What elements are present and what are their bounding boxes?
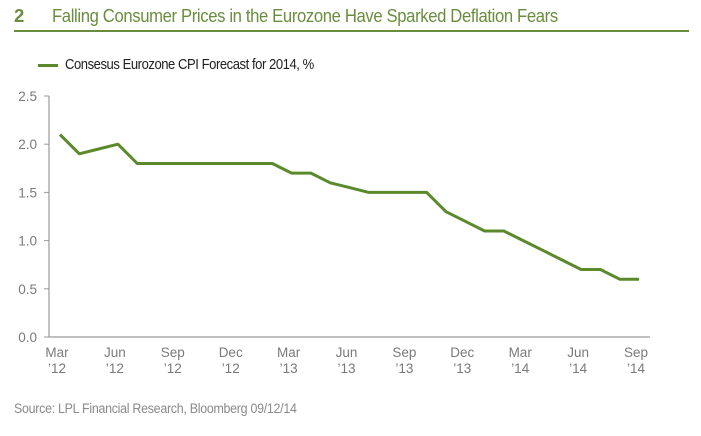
x-tick-label-year: ’13 <box>280 361 298 376</box>
x-tick-label-year: ’12 <box>48 361 66 376</box>
y-tick-label: 0.0 <box>18 330 37 345</box>
y-tick-label: 1.5 <box>18 185 37 200</box>
y-tick-label: 1.0 <box>18 234 37 249</box>
title-divider <box>14 30 689 32</box>
x-tick-label-month: Mar <box>277 345 301 360</box>
figure-number: 2 <box>14 5 24 26</box>
x-tick-label-month: Jun <box>567 345 589 360</box>
figure-title: Falling Consumer Prices in the Eurozone … <box>52 5 558 26</box>
x-tick-label-month: Mar <box>509 345 533 360</box>
x-tick-label-year: ’12 <box>222 361 240 376</box>
x-tick-label-month: Dec <box>450 345 474 360</box>
x-tick-label-month: Sep <box>624 345 648 360</box>
y-tick-label: 2.0 <box>18 137 37 152</box>
x-tick-label-year: ’12 <box>164 361 182 376</box>
x-tick-label-month: Jun <box>104 345 126 360</box>
x-tick-label-year: ’14 <box>627 361 646 376</box>
x-tick-label-year: ’12 <box>106 361 124 376</box>
legend-label: Consesus Eurozone CPI Forecast for 2014,… <box>65 57 314 73</box>
source-note: Source: LPL Financial Research, Bloomber… <box>14 401 297 416</box>
x-tick-label-year: ’14 <box>569 361 588 376</box>
x-tick-label-month: Dec <box>219 345 243 360</box>
x-tick-label-year: ’13 <box>337 361 355 376</box>
x-tick-label-month: Mar <box>45 345 69 360</box>
x-tick-label-year: ’14 <box>511 361 530 376</box>
x-tick-label-year: ’13 <box>453 361 471 376</box>
legend-swatch-line <box>38 63 58 67</box>
y-tick-label: 2.5 <box>18 89 37 104</box>
x-tick-label-year: ’13 <box>395 361 413 376</box>
legend: Consesus Eurozone CPI Forecast for 2014,… <box>38 57 341 73</box>
figure-title-row: 2 Falling Consumer Prices in the Eurozon… <box>14 4 614 28</box>
x-tick-label-month: Jun <box>336 345 358 360</box>
y-tick-label: 0.5 <box>18 282 37 297</box>
series-line-cpi-forecast <box>58 133 639 281</box>
x-tick-label-month: Sep <box>392 345 416 360</box>
x-tick-label-month: Sep <box>161 345 185 360</box>
